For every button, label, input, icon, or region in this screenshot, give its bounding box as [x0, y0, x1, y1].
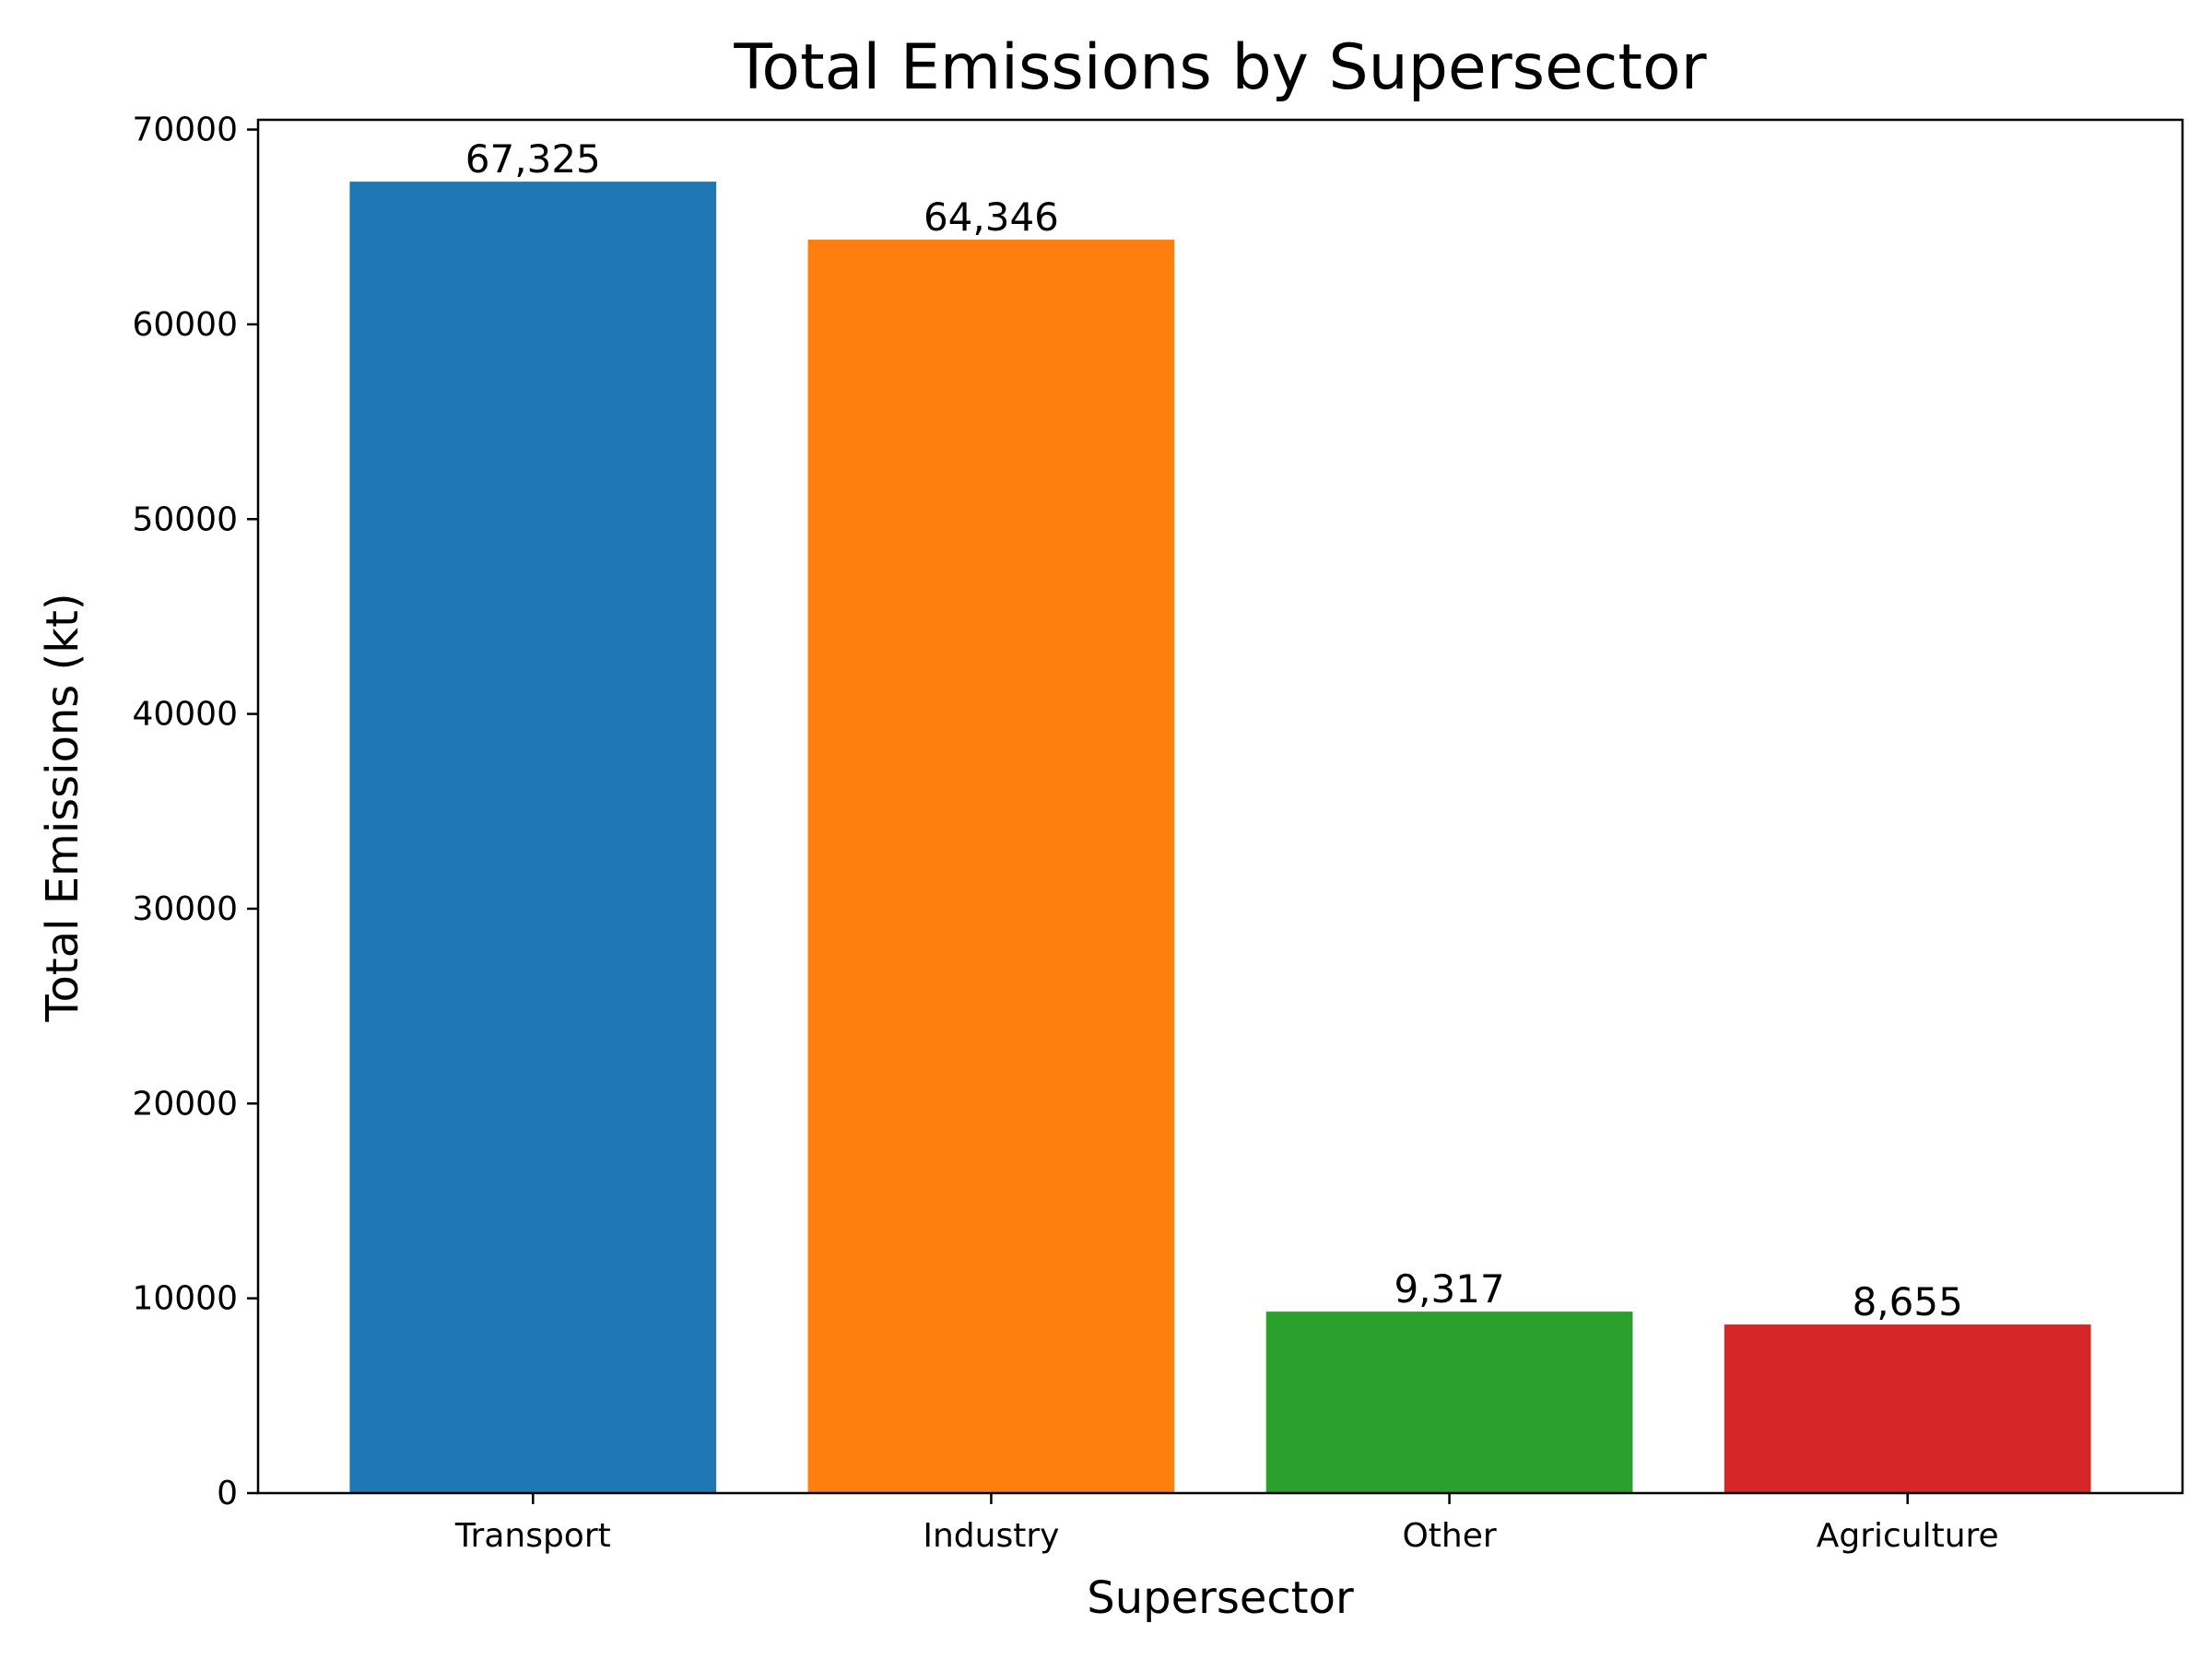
bars-layer — [349, 182, 2091, 1494]
data-label-transport: 67,325 — [465, 136, 601, 182]
bar-other — [1265, 1312, 1633, 1493]
x-tick-label-agriculture: Agriculture — [1817, 1517, 1999, 1555]
bar-industry — [807, 240, 1175, 1494]
y-tick-label-60000: 60000 — [132, 306, 238, 344]
y-tick-label-70000: 70000 — [132, 112, 238, 149]
y-tick-label-20000: 20000 — [132, 1085, 238, 1123]
bar-transport — [349, 182, 717, 1494]
y-axis-label: Total Emissions (kt) — [37, 593, 88, 1022]
data-labels-layer: 67,325 64,346 9,317 8,655 — [465, 136, 1963, 1324]
data-label-other: 9,317 — [1394, 1266, 1504, 1312]
plot-frame — [256, 118, 2184, 1495]
y-tick-label-40000: 40000 — [132, 696, 238, 734]
chart-title: Total Emissions by Supersector — [733, 31, 1706, 104]
y-tick-label-0: 0 — [217, 1475, 238, 1512]
bar-agriculture — [1724, 1324, 2091, 1493]
data-label-industry: 64,346 — [924, 194, 1059, 240]
x-tick-label-transport: Transport — [454, 1517, 611, 1555]
data-label-agriculture: 8,655 — [1853, 1279, 1963, 1324]
y-ticks-layer: 0 10000 20000 30000 40000 50000 60000 70000 — [132, 112, 258, 1512]
y-tick-label-30000: 30000 — [132, 890, 238, 928]
x-tick-label-industry: Industry — [923, 1517, 1059, 1555]
y-tick-label-10000: 10000 — [132, 1280, 238, 1318]
x-tick-label-other: Other — [1402, 1517, 1496, 1555]
x-axis-label: Supersector — [1087, 1572, 1354, 1624]
x-ticks-layer: Transport Industry Other Agriculture — [454, 1493, 1999, 1555]
y-tick-label-50000: 50000 — [132, 500, 238, 538]
